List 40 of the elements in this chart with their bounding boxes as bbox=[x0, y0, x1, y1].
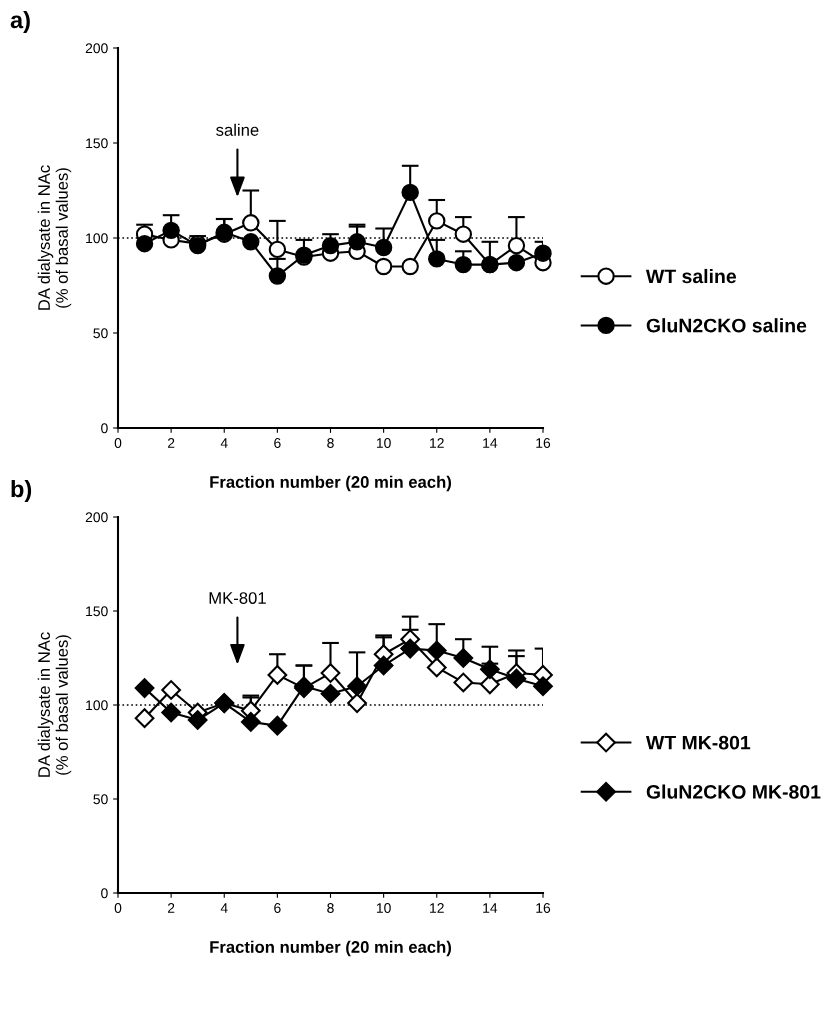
annotation: saline bbox=[216, 123, 259, 136]
x-tick-label: 10 bbox=[376, 438, 391, 448]
x-tick-label: 16 bbox=[536, 903, 551, 913]
y-tick-label: 50 bbox=[93, 328, 108, 339]
annotation: MK-801 bbox=[209, 592, 266, 604]
chart-title: a) bbox=[10, 11, 30, 33]
legend-label: WT MK-801 bbox=[645, 735, 751, 750]
x-tick-label: 14 bbox=[483, 903, 498, 913]
x-axis-title: Fraction number (20 min each) bbox=[210, 940, 451, 957]
x-tick-label: 8 bbox=[327, 438, 334, 448]
x-tick-label: 10 bbox=[376, 903, 391, 913]
y-tick-label: 0 bbox=[101, 423, 108, 434]
y-tick-label: 0 bbox=[101, 888, 108, 899]
chart-title: b) bbox=[11, 480, 32, 503]
y-tick-label: 200 bbox=[85, 512, 108, 523]
x-tick-label: 12 bbox=[430, 903, 444, 913]
x-tick-label: 14 bbox=[483, 438, 498, 448]
y-tick-label: 200 bbox=[85, 43, 108, 54]
x-tick-label: 2 bbox=[167, 438, 175, 448]
legend-label: GluN2CKO saline bbox=[646, 318, 807, 333]
legend-label: GluN2CKO MK-801 bbox=[646, 784, 821, 799]
x-tick-label: 8 bbox=[327, 903, 334, 913]
y-axis-title: DA dialysate in NAc (% of basal values) bbox=[37, 165, 72, 310]
y-tick-label: 50 bbox=[93, 794, 108, 805]
x-tick-label: 0 bbox=[114, 438, 122, 448]
x-tick-label: 0 bbox=[114, 903, 122, 913]
y-tick-label: 150 bbox=[86, 138, 108, 149]
x-tick-label: 12 bbox=[430, 438, 444, 448]
x-tick-label: 6 bbox=[274, 903, 281, 913]
x-tick-label: 4 bbox=[220, 903, 228, 913]
y-tick-label: 150 bbox=[86, 606, 108, 617]
legend-label: WT saline bbox=[645, 268, 737, 284]
x-tick-label: 2 bbox=[167, 903, 175, 913]
x-tick-label: 4 bbox=[220, 438, 228, 448]
y-tick-label: 100 bbox=[86, 233, 108, 244]
x-tick-label: 6 bbox=[274, 438, 281, 448]
y-tick-label: 100 bbox=[86, 700, 108, 711]
x-axis-title: Fraction number (20 min each) bbox=[210, 475, 451, 492]
x-tick-label: 16 bbox=[536, 438, 551, 448]
y-axis-title: DA dialysate in NAc (% of basal values) bbox=[37, 632, 72, 777]
